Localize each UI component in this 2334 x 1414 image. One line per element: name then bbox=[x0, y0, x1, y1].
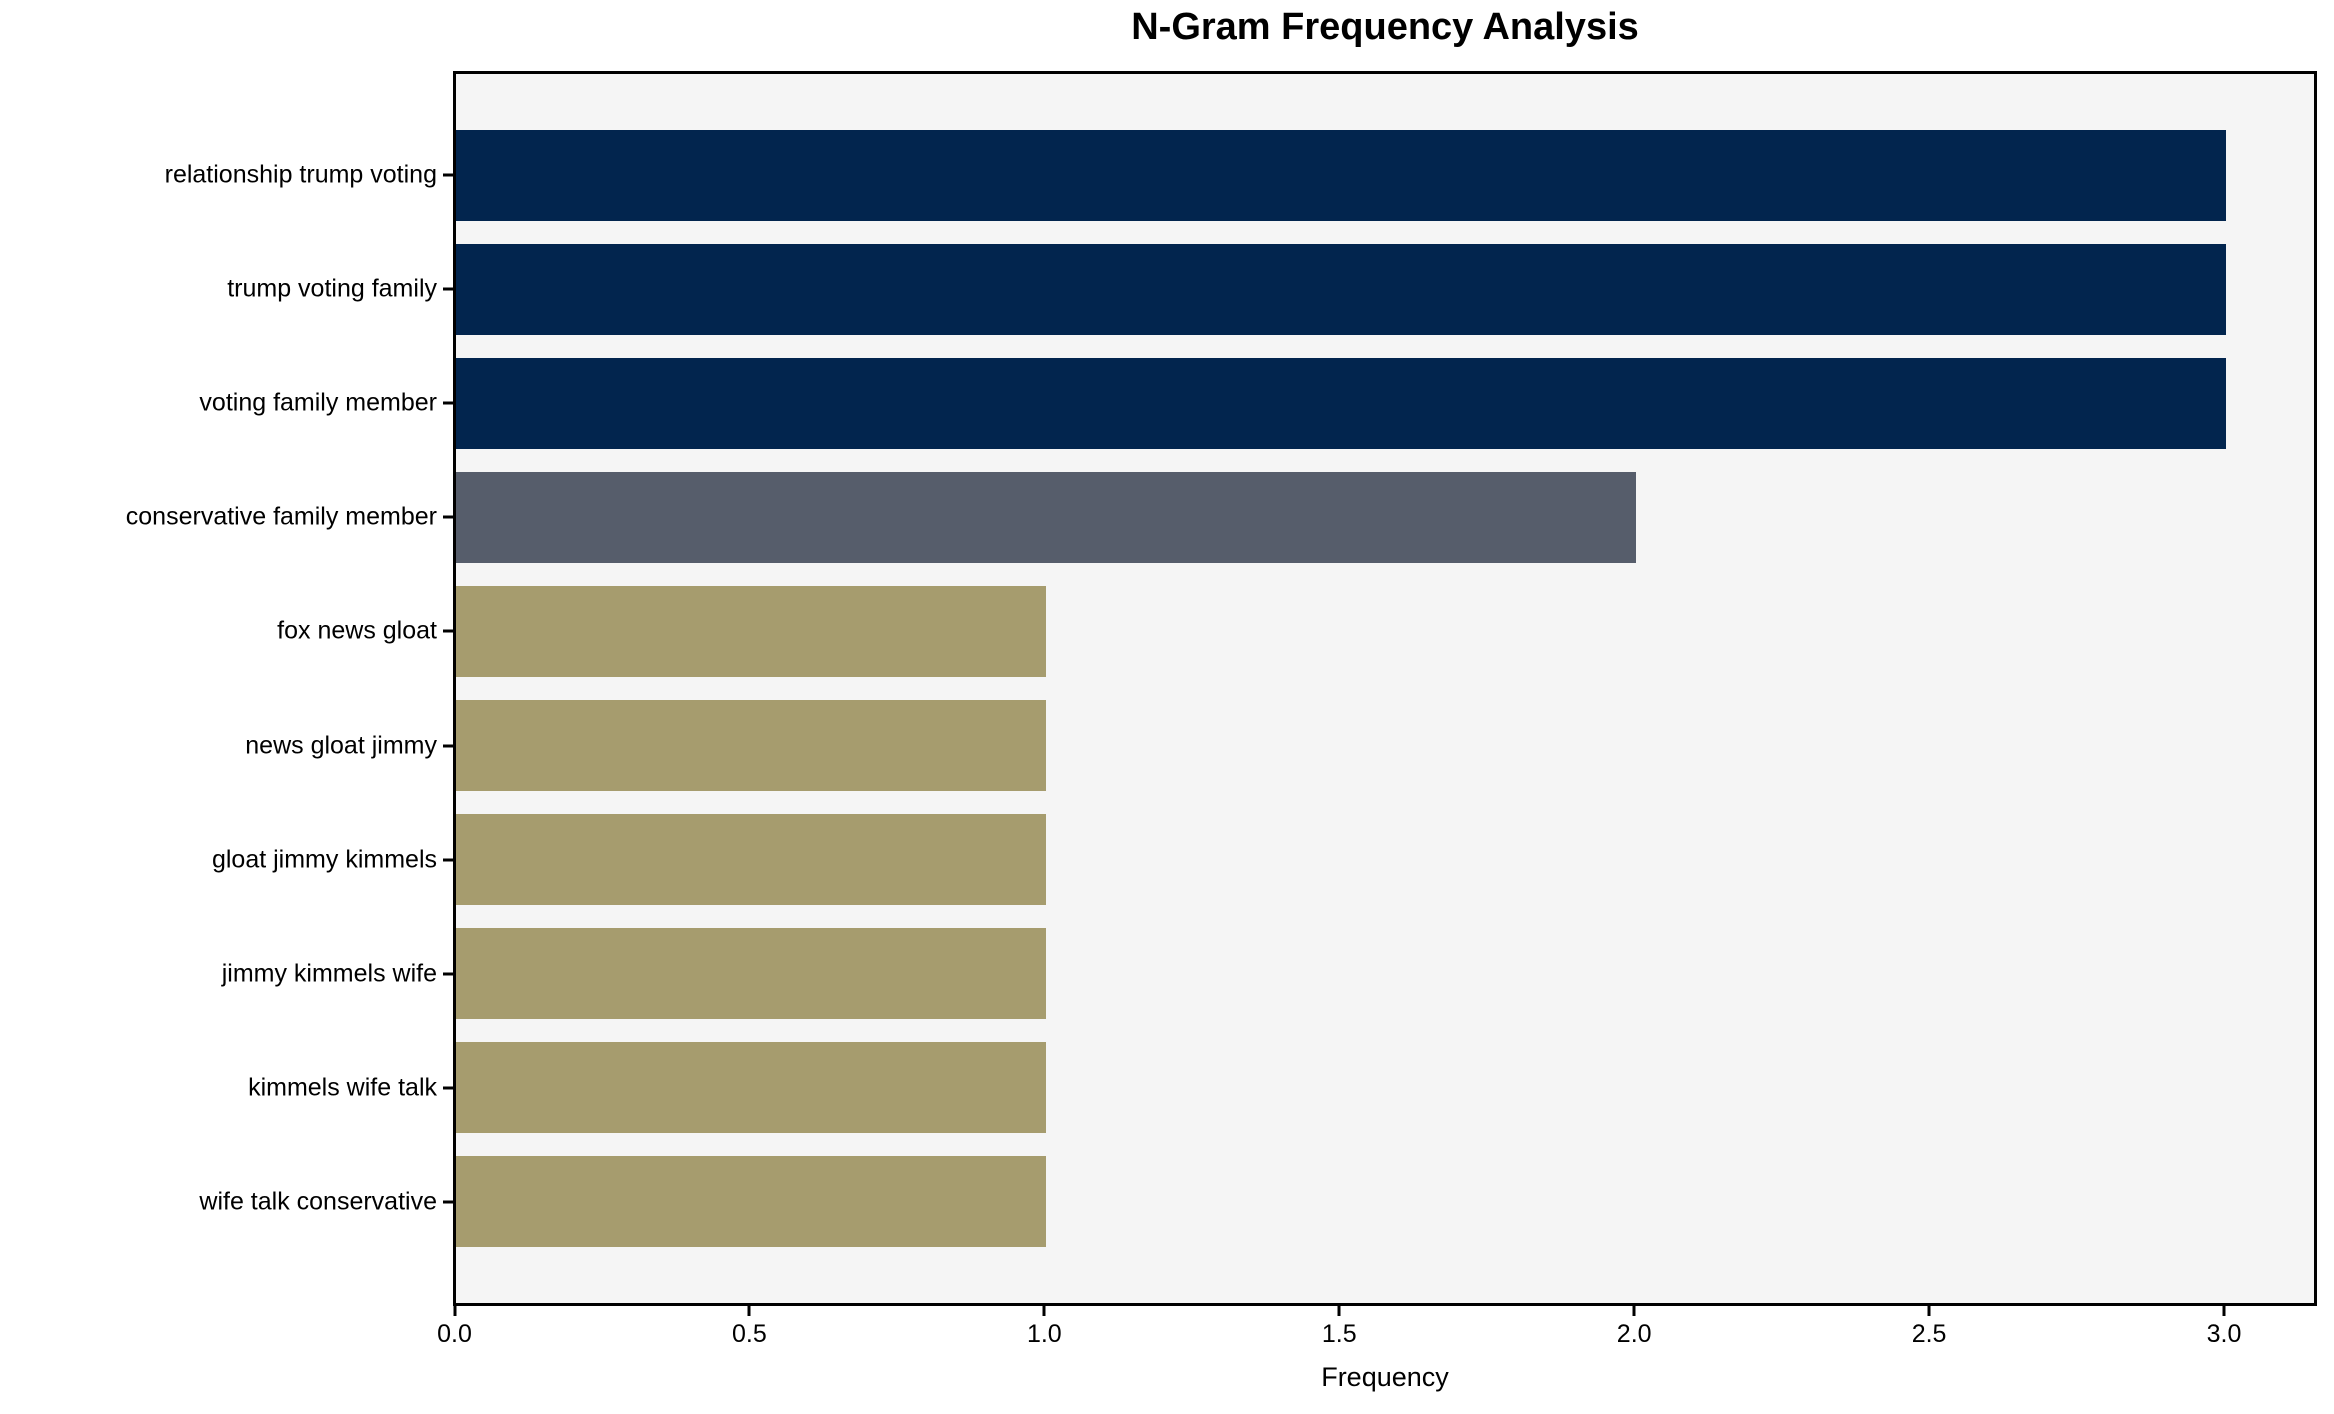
bar-jimmy-kimmels-wife bbox=[456, 927, 1046, 1020]
x-tick-mark-5 bbox=[1927, 1306, 1931, 1316]
x-tick-label-0: 0.0 bbox=[437, 1320, 472, 1348]
x-tick-label-3: 1.5 bbox=[1321, 1320, 1357, 1348]
bar-news-gloat-jimmy bbox=[456, 699, 1046, 792]
x-tick-mark-4 bbox=[1632, 1306, 1636, 1316]
y-tick-label-7: jimmy kimmels wife bbox=[221, 959, 437, 988]
x-tick-label-5: 2.5 bbox=[1911, 1320, 1947, 1348]
y-tick-label-9: wife talk conservative bbox=[199, 1187, 437, 1216]
x-tick-mark-6 bbox=[2222, 1306, 2226, 1316]
y-tick-mark-3 bbox=[443, 515, 453, 519]
bar-voting-family-member bbox=[456, 357, 2226, 450]
x-tick-label-6: 3.0 bbox=[2206, 1320, 2242, 1348]
y-tick-label-6: gloat jimmy kimmels bbox=[211, 845, 437, 873]
x-tick-label-2: 1.0 bbox=[1026, 1320, 1062, 1348]
bar-kimmels-wife-talk bbox=[456, 1041, 1046, 1134]
x-tick-mark-1 bbox=[747, 1306, 751, 1316]
y-tick-label-0: relationship trump voting bbox=[164, 160, 437, 189]
chart-title: N-Gram Frequency Analysis bbox=[1131, 6, 1639, 48]
y-tick-mark-9 bbox=[443, 1200, 453, 1204]
x-tick-mark-2 bbox=[1042, 1306, 1046, 1316]
x-tick-mark-0 bbox=[453, 1306, 456, 1316]
y-tick-label-1: trump voting family bbox=[227, 274, 437, 303]
y-tick-mark-2 bbox=[443, 401, 453, 405]
bar-relationship-trump-voting bbox=[456, 129, 2226, 222]
y-tick-mark-7 bbox=[443, 972, 453, 976]
x-tick-label-4: 2.0 bbox=[1616, 1320, 1652, 1348]
y-tick-mark-0 bbox=[443, 173, 453, 177]
bar-gloat-jimmy-kimmels bbox=[456, 813, 1046, 906]
y-tick-label-2: voting family member bbox=[199, 388, 437, 417]
plot-area bbox=[453, 71, 2317, 1306]
y-tick-label-3: conservative family member bbox=[125, 502, 437, 531]
y-tick-label-5: news gloat jimmy bbox=[245, 731, 437, 759]
bar-fox-news-gloat bbox=[456, 585, 1046, 678]
x-tick-label-1: 0.5 bbox=[732, 1320, 767, 1348]
bar-trump-voting-family bbox=[456, 243, 2226, 336]
y-tick-label-8: kimmels wife talk bbox=[248, 1073, 437, 1102]
x-axis-title: Frequency bbox=[1321, 1362, 1449, 1392]
bar-conservative-family-member bbox=[456, 471, 1636, 564]
bar-wife-talk-conservative bbox=[456, 1155, 1046, 1248]
y-tick-mark-8 bbox=[443, 1086, 453, 1090]
y-tick-mark-4 bbox=[443, 629, 453, 633]
y-tick-mark-5 bbox=[443, 744, 453, 747]
y-tick-mark-6 bbox=[443, 858, 453, 861]
y-tick-label-4: fox news gloat bbox=[277, 616, 437, 645]
x-tick-mark-3 bbox=[1337, 1306, 1341, 1316]
y-tick-mark-1 bbox=[443, 287, 453, 291]
